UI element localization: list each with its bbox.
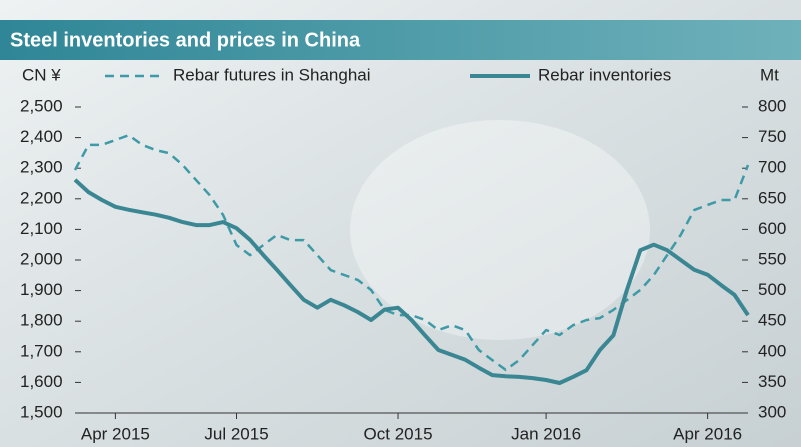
y2-tick-label: 700 — [758, 158, 786, 177]
x-tick-label: Jul 2015 — [204, 424, 268, 443]
x-tick-label: Jan 2016 — [511, 424, 581, 443]
y2-tick-label: 750 — [758, 127, 786, 146]
x-tick-label: Oct 2015 — [364, 424, 433, 443]
y-tick-label: 1,500 — [20, 402, 63, 421]
title-bar — [0, 20, 801, 60]
y-tick-label: 1,600 — [20, 372, 63, 391]
y-tick-label: 1,900 — [20, 280, 63, 299]
y2-tick-label: 650 — [758, 188, 786, 207]
legend-label: Rebar inventories — [538, 65, 671, 84]
y2-tick-label: 600 — [758, 219, 786, 238]
y-tick-label: 2,500 — [20, 96, 63, 115]
y-tick-label: 1,800 — [20, 311, 63, 330]
x-tick-label: Apr 2016 — [673, 424, 742, 443]
y2-tick-label: 350 — [758, 372, 786, 391]
y2-tick-label: 300 — [758, 402, 786, 421]
legend-label: Rebar futures in Shanghai — [173, 65, 371, 84]
y-tick-label: 2,400 — [20, 127, 63, 146]
y-tick-label: 2,000 — [20, 249, 63, 268]
y-tick-label: 2,300 — [20, 158, 63, 177]
x-tick-label: Apr 2015 — [81, 424, 150, 443]
y-tick-label: 1,700 — [20, 341, 63, 360]
y2-tick-label: 400 — [758, 341, 786, 360]
y-axis-label: CN ¥ — [22, 65, 61, 84]
chart-title: Steel inventories and prices in China — [10, 29, 361, 51]
y-tick-label: 2,200 — [20, 188, 63, 207]
y2-tick-label: 800 — [758, 96, 786, 115]
line-series — [73, 178, 750, 385]
y2-axis-label: Mt — [760, 65, 779, 84]
photo-shade — [350, 120, 650, 340]
y2-tick-label: 450 — [758, 311, 786, 330]
line-series — [73, 133, 750, 372]
y-tick-label: 2,100 — [20, 219, 63, 238]
y2-tick-label: 550 — [758, 249, 786, 268]
y2-tick-label: 500 — [758, 280, 786, 299]
